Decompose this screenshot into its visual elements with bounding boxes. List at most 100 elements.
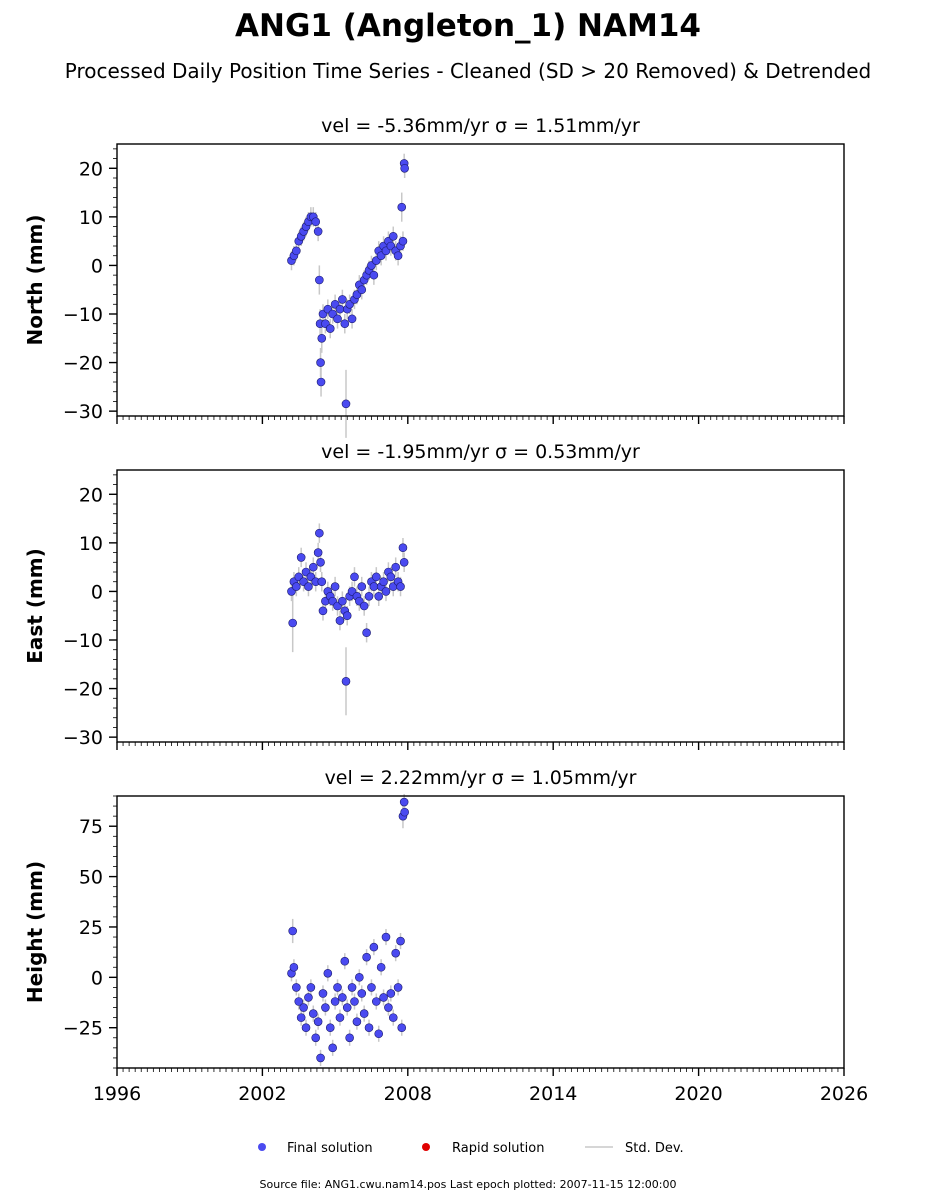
data-point (338, 993, 347, 1002)
data-point (318, 989, 328, 998)
y-tick-label: −30 (63, 401, 103, 423)
data-point (362, 952, 371, 962)
data-point (350, 997, 359, 1006)
data-point (400, 807, 409, 817)
axes-frame (116, 143, 845, 417)
data-point (335, 1013, 345, 1022)
x-tick-label: 2014 (529, 1083, 577, 1105)
data-point (316, 377, 326, 387)
data-point (347, 983, 357, 992)
data-point (317, 577, 327, 587)
data-point (315, 528, 324, 538)
data-point (357, 989, 367, 998)
legend-label: Final solution (287, 1141, 373, 1156)
data-point (325, 324, 335, 333)
y-axis-label: East (mm) (23, 548, 47, 664)
data-point (325, 1023, 335, 1033)
data-point (318, 606, 328, 616)
data-point (364, 1023, 374, 1033)
data-point (335, 304, 345, 314)
x-tick-label: 2020 (674, 1083, 722, 1105)
data-point (386, 572, 396, 582)
data-point (347, 314, 357, 324)
data-point (294, 997, 304, 1006)
data-point (388, 231, 398, 241)
y-tick-label: −20 (63, 353, 103, 375)
data-point (398, 236, 408, 246)
x-tick-label: 2002 (238, 1083, 286, 1105)
data-point (316, 358, 325, 367)
data-point (359, 1009, 369, 1018)
data-point (391, 948, 400, 958)
data-point (384, 1003, 393, 1012)
y-tick-label: −10 (63, 630, 103, 652)
y-tick-label: 50 (79, 867, 103, 889)
data-point (330, 997, 340, 1006)
data-point (342, 611, 352, 621)
panel-title: vel = 2.22mm/yr σ = 1.05mm/yr (325, 767, 637, 789)
data-point (379, 577, 388, 587)
data-point (304, 582, 313, 591)
y-tick-label: 0 (91, 255, 103, 277)
data-point (341, 399, 351, 409)
data-point (362, 628, 371, 638)
y-axis-label: North (mm) (23, 214, 47, 345)
data-point (381, 932, 391, 942)
data-point (311, 217, 321, 227)
data-point (369, 942, 379, 952)
x-tick-label: 2008 (384, 1083, 432, 1105)
data-point (393, 251, 403, 261)
data-point (396, 582, 405, 591)
data-point (398, 543, 408, 553)
x-tick-label: 1996 (93, 1083, 141, 1105)
y-tick-label: 0 (91, 581, 103, 603)
data-point (288, 618, 297, 628)
data-point (313, 1017, 323, 1026)
data-point (397, 202, 407, 212)
data-point (308, 1009, 318, 1018)
data-point (292, 246, 301, 256)
y-tick-label: 0 (91, 967, 103, 989)
data-point (364, 591, 374, 601)
x-tick-label: 2026 (820, 1083, 868, 1105)
data-point (323, 969, 333, 978)
data-point (355, 973, 364, 982)
legend: Final solution Rapid solution Std. Dev. (258, 1141, 684, 1156)
data-point (289, 962, 299, 972)
figure-subtitle: Processed Daily Position Time Series - C… (65, 59, 871, 83)
data-point (308, 562, 318, 572)
y-tick-label: −25 (63, 1018, 103, 1040)
data-point (313, 548, 323, 557)
data-point (352, 1017, 362, 1026)
data-point (400, 163, 409, 173)
data-point (340, 956, 350, 966)
y-tick-label: 10 (79, 533, 103, 555)
y-tick-label: 75 (79, 816, 103, 838)
legend-label: Rapid solution (452, 1141, 544, 1156)
data-point (299, 1003, 308, 1012)
data-point (399, 797, 409, 807)
data-point (335, 616, 345, 625)
data-point (371, 572, 381, 582)
data-point (338, 295, 347, 304)
data-point (393, 983, 403, 992)
panel-1: vel = -5.36mm/yr σ = 1.51mm/yr North (mm)… (23, 115, 845, 438)
y-tick-label: 20 (79, 158, 103, 180)
y-tick-label: −30 (63, 727, 103, 749)
data-point (341, 676, 351, 686)
data-point (371, 997, 381, 1006)
data-point (333, 314, 342, 324)
data-point (374, 1029, 384, 1039)
y-tick-label: −10 (63, 304, 103, 326)
legend-dot-swatch (422, 1143, 430, 1151)
data-point (301, 1023, 311, 1033)
data-point (376, 962, 386, 972)
data-point (317, 333, 327, 343)
data-point (350, 572, 359, 582)
data-point (340, 319, 350, 329)
data-point (396, 936, 405, 946)
data-point (296, 1013, 306, 1022)
data-point (374, 591, 384, 601)
panel-title: vel = -1.95mm/yr σ = 0.53mm/yr (321, 441, 640, 463)
